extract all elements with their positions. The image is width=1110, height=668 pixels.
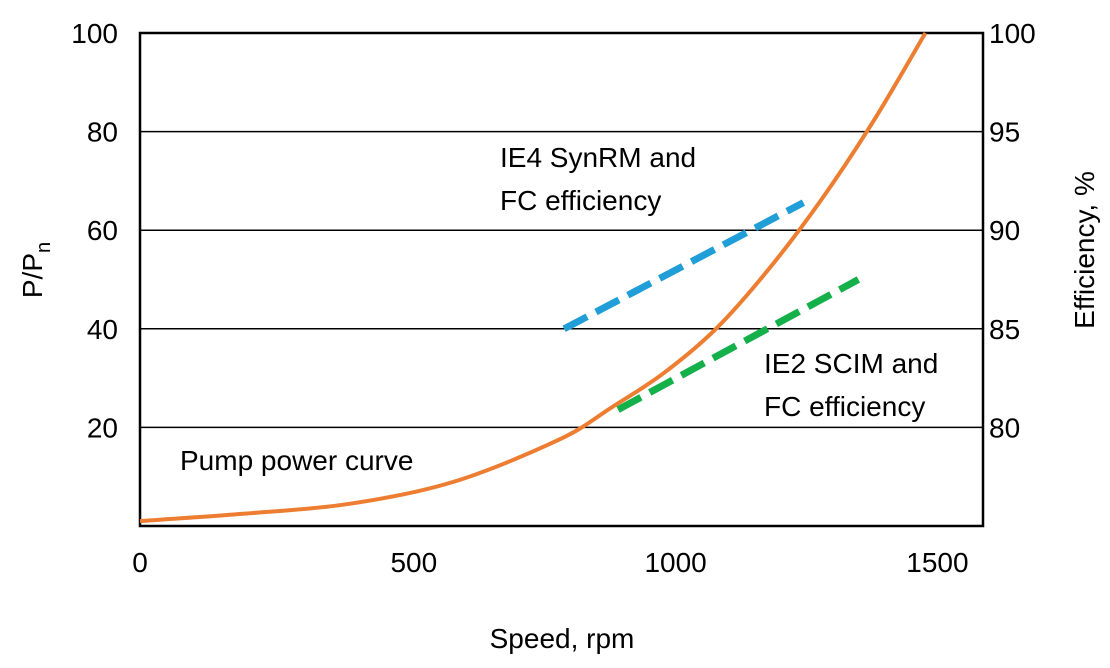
label-ie4-line1: IE4 SynRM and: [500, 142, 696, 173]
x-tick-label: 500: [390, 547, 437, 578]
y-tick-label: 20: [87, 412, 118, 443]
series-line-2: [616, 276, 861, 413]
x-tick-label: 1500: [906, 547, 968, 578]
label-ie2-line2: FC efficiency: [764, 391, 925, 422]
y2-tick-label: 100: [989, 18, 1036, 49]
y-tick-label: 60: [87, 215, 118, 246]
gridlines: [140, 130, 983, 429]
y2-axis-label: Efficiency, %: [1069, 171, 1100, 329]
series-line-0: [139, 31, 928, 524]
y-tick-label: 100: [71, 18, 118, 49]
y2-tick-label: 90: [989, 215, 1020, 246]
y-tick-label: 80: [87, 117, 118, 148]
x-tick-label: 0: [132, 547, 148, 578]
y-tick-label: 40: [87, 314, 118, 345]
y2-tick-label: 95: [989, 117, 1020, 148]
label-pump-power-curve: Pump power curve: [180, 445, 413, 476]
x-tick-label: 1000: [644, 547, 706, 578]
y2-tick-label: 85: [989, 314, 1020, 345]
y-axis-label: P/Pn: [17, 242, 55, 298]
plot-frame: [138, 31, 985, 528]
label-ie2-line1: IE2 SCIM and: [764, 348, 938, 379]
y2-tick-label: 80: [989, 412, 1020, 443]
x-axis-label: Speed, rpm: [490, 623, 635, 654]
series-line-1: [562, 199, 806, 332]
label-ie4-line2: FC efficiency: [500, 185, 661, 216]
